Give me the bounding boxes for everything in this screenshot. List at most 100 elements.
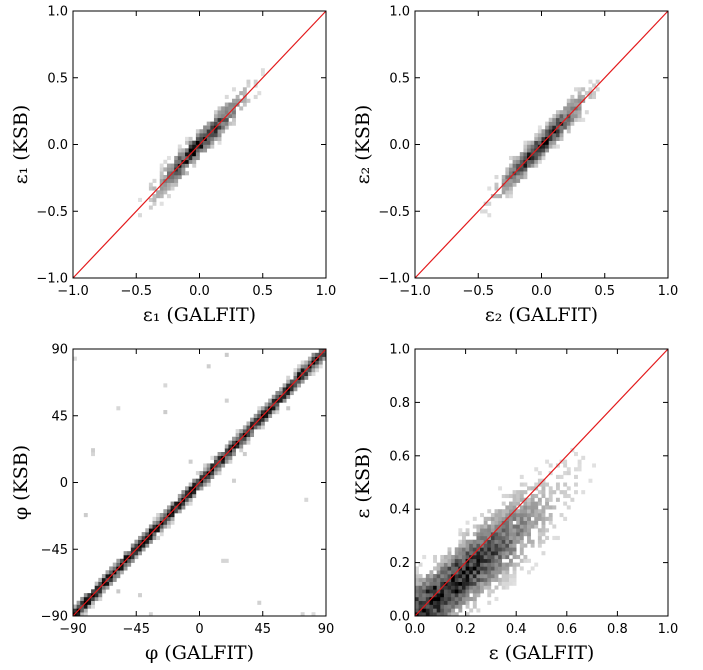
heatmap-cell bbox=[224, 444, 229, 449]
heatmap-cell bbox=[461, 585, 466, 590]
heatmap-cell bbox=[221, 558, 226, 563]
heatmap-cell bbox=[235, 98, 240, 103]
heatmap-cell bbox=[185, 163, 189, 168]
heatmap-cell bbox=[264, 402, 269, 407]
heatmap-cell bbox=[440, 570, 445, 575]
heatmap-cell bbox=[498, 509, 503, 514]
heatmap-cell bbox=[534, 136, 539, 141]
heatmap-cell bbox=[472, 589, 477, 594]
heatmap-cell bbox=[541, 136, 546, 141]
heatmap-cell bbox=[480, 528, 484, 533]
heatmap-cell bbox=[461, 558, 466, 563]
heatmap-cell bbox=[242, 91, 247, 96]
heatmap-cell bbox=[534, 516, 539, 521]
heatmap-cell bbox=[451, 566, 456, 571]
heatmap-cell bbox=[217, 117, 222, 122]
heatmap-cell bbox=[545, 459, 550, 464]
heatmap-cell bbox=[472, 566, 477, 571]
heatmap-cell bbox=[451, 570, 456, 575]
heatmap-cell bbox=[505, 535, 510, 541]
heatmap-cell bbox=[286, 390, 291, 396]
heatmap-cell bbox=[519, 513, 524, 518]
heatmap-cell bbox=[527, 159, 531, 164]
heatmap-cell bbox=[217, 463, 222, 468]
heatmap-cell bbox=[508, 167, 513, 172]
heatmap-cell bbox=[181, 505, 186, 510]
heatmap-cell bbox=[490, 562, 495, 567]
heatmap-cell bbox=[217, 133, 222, 138]
heatmap-cell bbox=[436, 585, 441, 590]
heatmap-cell bbox=[487, 581, 492, 586]
heatmap-cell bbox=[433, 577, 437, 582]
heatmap-cell bbox=[123, 551, 128, 556]
heatmap-cell bbox=[480, 577, 484, 582]
heatmap-cell bbox=[192, 493, 197, 499]
heatmap-cell bbox=[516, 163, 521, 168]
heatmap-cell bbox=[210, 471, 215, 476]
x-tick-label: 0.0 bbox=[405, 622, 426, 637]
heatmap-cell bbox=[199, 129, 204, 134]
heatmap-cell bbox=[242, 429, 247, 434]
heatmap-cell bbox=[210, 140, 215, 145]
heatmap-cell bbox=[577, 91, 582, 96]
heatmap-cell bbox=[425, 593, 430, 598]
heatmap-cell bbox=[217, 136, 222, 141]
heatmap-cell bbox=[232, 113, 236, 119]
heatmap-cell bbox=[166, 194, 171, 199]
heatmap-cell bbox=[527, 140, 531, 145]
heatmap-cell bbox=[80, 608, 85, 613]
heatmap-cell bbox=[505, 182, 510, 187]
heatmap-cell bbox=[159, 194, 164, 199]
heatmap-cell bbox=[91, 451, 95, 457]
heatmap-cell bbox=[199, 474, 204, 479]
heatmap-cell bbox=[566, 121, 571, 126]
heatmap-cell bbox=[275, 410, 280, 415]
heatmap-cell bbox=[440, 600, 445, 605]
heatmap-cell bbox=[465, 551, 470, 556]
heatmap-cell bbox=[454, 566, 459, 571]
heatmap-cell bbox=[246, 432, 251, 438]
heatmap-cell bbox=[217, 106, 222, 111]
heatmap-cell bbox=[443, 562, 448, 567]
heatmap-cell bbox=[192, 163, 197, 168]
heatmap-cell bbox=[530, 144, 535, 149]
heatmap-cell bbox=[472, 600, 477, 605]
heatmap-cell bbox=[512, 159, 517, 164]
heatmap-cell bbox=[574, 490, 578, 495]
heatmap-cell bbox=[148, 186, 153, 191]
heatmap-cell bbox=[530, 520, 535, 525]
heatmap-cell bbox=[440, 566, 445, 571]
heatmap-cell bbox=[548, 497, 553, 502]
heatmap-cell bbox=[425, 589, 430, 594]
heatmap-cell bbox=[545, 129, 550, 134]
heatmap-cell bbox=[224, 117, 229, 122]
panel-eps2: −1.0 −0.5 0.0 0.5 1.0 −1.0 −0.5 0.0 0.5 1.0 ε₂ (… bbox=[352, 5, 678, 327]
heatmap-cell bbox=[541, 551, 546, 556]
heatmap-cell bbox=[246, 98, 251, 103]
heatmap-cell bbox=[465, 554, 470, 560]
heatmap-cell bbox=[494, 596, 499, 602]
heatmap-cell bbox=[315, 352, 320, 357]
heatmap-cell bbox=[508, 558, 513, 563]
heatmap-cell bbox=[159, 178, 164, 183]
heatmap-cell bbox=[512, 490, 517, 495]
heatmap-cell bbox=[98, 593, 103, 598]
heatmap-cell bbox=[235, 94, 240, 100]
heatmap-cell bbox=[318, 349, 323, 354]
heatmap-cell bbox=[574, 117, 578, 122]
heatmap-cell bbox=[516, 155, 521, 161]
heatmap-cell bbox=[516, 493, 521, 499]
tick-marks bbox=[414, 10, 669, 279]
heatmap-cell bbox=[76, 600, 81, 605]
heatmap-cell bbox=[465, 566, 470, 571]
heatmap-cell bbox=[232, 440, 236, 445]
heatmap-cell bbox=[130, 547, 135, 552]
heatmap-cell bbox=[76, 604, 81, 609]
heatmap-cell bbox=[545, 497, 550, 502]
heatmap-cell bbox=[476, 551, 481, 556]
heatmap-cell bbox=[148, 197, 153, 203]
heatmap-cell bbox=[465, 612, 470, 617]
heatmap-cell bbox=[541, 482, 546, 487]
heatmap-cell bbox=[170, 175, 175, 180]
heatmap-cell bbox=[508, 155, 513, 161]
